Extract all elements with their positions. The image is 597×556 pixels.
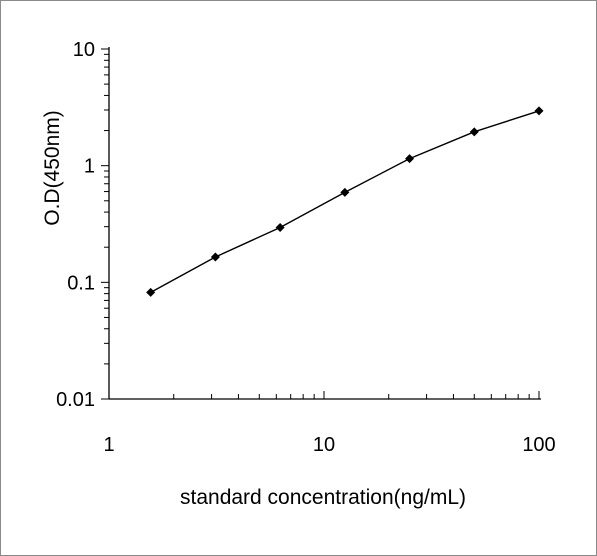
data-point xyxy=(405,154,415,164)
data-point xyxy=(210,252,220,262)
series-group xyxy=(146,106,544,297)
x-tick-label: 1 xyxy=(103,434,114,456)
x-axis-title: standard concentration(ng/mL) xyxy=(180,486,466,509)
data-point xyxy=(146,287,156,297)
y-tick-label: 0.01 xyxy=(56,389,95,411)
data-point xyxy=(469,127,479,137)
ticks xyxy=(101,48,540,400)
y-tick-label: 1 xyxy=(84,156,95,178)
y-tick-label: 0.1 xyxy=(67,272,95,294)
x-tick-label: 10 xyxy=(313,434,335,456)
y-tick-label: 10 xyxy=(73,39,95,61)
series-line xyxy=(150,110,540,294)
data-point xyxy=(340,187,350,197)
tick-labels: 10 1 0.1 0.01 1 10 100 xyxy=(56,39,556,456)
data-point xyxy=(534,106,544,116)
x-tick-label: 100 xyxy=(522,434,555,456)
axes xyxy=(108,47,541,400)
y-axis-title: O.D(450nm) xyxy=(41,110,64,226)
data-point xyxy=(275,223,285,233)
